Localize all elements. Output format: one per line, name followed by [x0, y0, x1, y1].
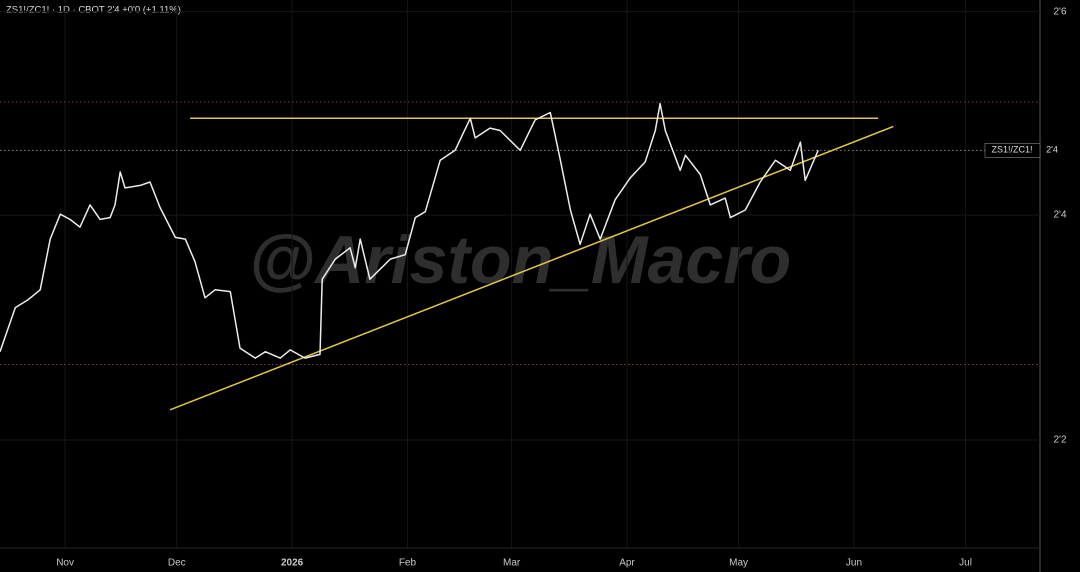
y-tick-label: 2'2 [1053, 435, 1066, 446]
x-tick-label: Mar [503, 558, 521, 569]
watermark: @Ariston_Macro [249, 222, 791, 298]
x-tick-label: Nov [56, 558, 74, 569]
x-tick-label: Apr [619, 558, 635, 569]
x-tick-label: Feb [399, 558, 417, 569]
series-label: ZS1!/ZC1! [991, 145, 1032, 155]
last-price-label: 2'4 [1046, 145, 1058, 155]
y-tick-label: 2'6 [1053, 6, 1066, 17]
x-tick-label: Jul [959, 558, 972, 569]
price-line [0, 102, 819, 359]
series-label-box [984, 143, 1041, 158]
x-tick-label: Dec [168, 558, 186, 569]
trendline [169, 125, 894, 411]
last-price-box [1041, 143, 1079, 158]
x-tick-label: 2026 [281, 558, 304, 569]
x-tick-label: May [729, 558, 748, 569]
y-tick-label: 2'4 [1053, 210, 1066, 221]
x-tick-label: Jun [846, 558, 862, 569]
chart-title: ZS1!/ZC1! · 1D · CBOT 2'4 +0'0 (+1.11%) [6, 5, 181, 16]
